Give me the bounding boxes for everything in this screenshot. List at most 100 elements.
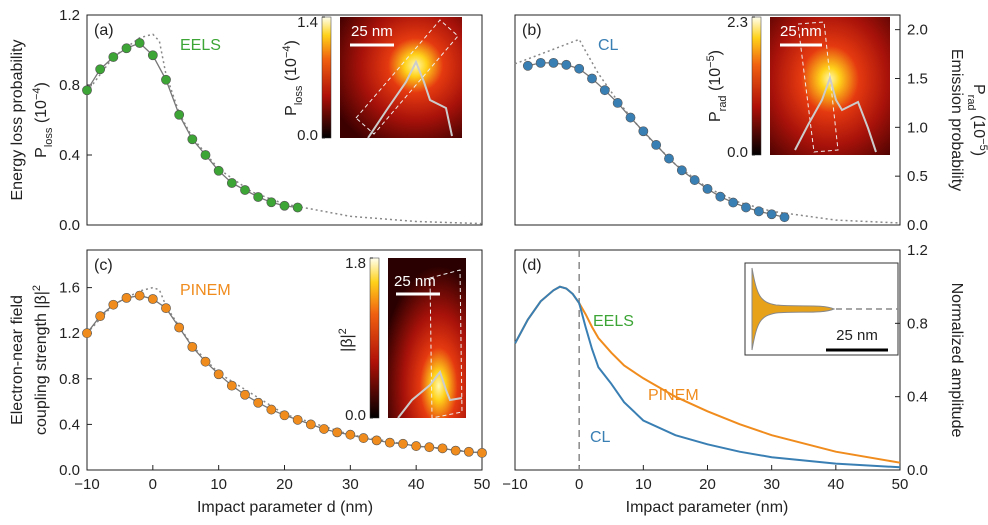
label-part: coupling strength |β| — [33, 291, 50, 435]
y-axis-label: coupling strength |β|2 — [31, 285, 50, 435]
x-tick-label: −10 — [502, 476, 527, 493]
data-point — [266, 197, 277, 208]
label-part: Normalized amplitude — [948, 283, 965, 438]
label-part: ) — [283, 40, 300, 45]
y-tick-label: 1.2 — [907, 242, 928, 259]
label-part: rad — [965, 95, 977, 111]
y-tick-label: 0.8 — [59, 77, 80, 94]
y-axis-label: Emission probability — [948, 49, 965, 191]
inset-map: 25 nm Prad (10−5) — [705, 16, 890, 156]
data-point — [240, 389, 250, 400]
label-part: (10 — [33, 100, 50, 128]
annotation: EELS — [593, 313, 634, 330]
panel-label: (d) — [522, 257, 542, 274]
label-part: (10 — [283, 58, 300, 86]
label-part: P — [283, 105, 300, 116]
series-label: PINEM — [180, 282, 231, 299]
data-point — [305, 419, 316, 430]
label-part: (10 — [970, 111, 987, 139]
data-point — [574, 63, 585, 74]
x-tick-label: 10 — [635, 476, 652, 493]
y-tick-label: 0.8 — [59, 371, 80, 388]
data-point — [82, 85, 92, 96]
colorbar-tick-label: 0.0 — [297, 127, 318, 144]
colorbar-label: Ploss (10−4) — [281, 40, 305, 116]
panel: 0.0 0.4 0.8 1.2 −10 0 10 20 30 40 50 PINEM CL EELS (d) — [502, 242, 928, 493]
data-point — [147, 294, 158, 304]
data-point — [266, 404, 277, 415]
data-point — [292, 414, 303, 425]
y-axis-label: Ploss (10−4) — [31, 82, 55, 158]
data-point — [477, 448, 487, 458]
data-point — [213, 369, 224, 380]
data-point — [411, 441, 422, 451]
data-point — [561, 59, 572, 70]
y-tick-label: 1.2 — [59, 325, 80, 342]
label-part: |β| — [339, 334, 356, 352]
y-tick-label: 1.6 — [59, 280, 80, 297]
data-point — [187, 134, 198, 145]
x-tick-label: 0 — [575, 476, 583, 493]
data-point — [548, 57, 559, 68]
inset-map: 25 nm Ploss (10−4) — [281, 16, 462, 139]
data-point — [121, 43, 132, 54]
label-part: 2 — [337, 328, 349, 334]
label-part: ) — [707, 50, 724, 55]
y-tick-label: 0.4 — [907, 389, 928, 406]
y-tick-label: 1.2 — [59, 7, 80, 24]
fit-line — [86, 42, 298, 209]
data-point — [253, 397, 264, 408]
label-part: rad — [717, 95, 729, 111]
panel-label: (c) — [94, 257, 113, 274]
label-part: ) — [33, 82, 50, 87]
data-point — [625, 112, 636, 123]
label-part: P — [33, 147, 50, 158]
series-label: CL — [590, 429, 611, 446]
label-part: −5 — [705, 55, 717, 68]
data-point — [279, 410, 290, 421]
label-part: P — [970, 84, 987, 95]
data-point — [161, 74, 171, 85]
y-tick-label: 0.0 — [59, 462, 80, 479]
y-tick-label: 1.0 — [907, 119, 928, 136]
y-tick-label: 0.4 — [59, 416, 80, 433]
data-point — [174, 322, 185, 333]
colorbar-label: |β|2 — [337, 328, 356, 352]
data-point — [134, 290, 145, 301]
label-part: −5 — [977, 138, 988, 151]
data-point — [741, 202, 751, 213]
panel-label: (b) — [522, 22, 542, 39]
inset-map: 25 nm |β|2 — [337, 257, 466, 419]
series-label: PINEM — [648, 387, 699, 404]
data-point — [702, 183, 713, 194]
label-part: loss — [293, 85, 305, 105]
data-point — [522, 60, 533, 71]
data-point — [95, 64, 106, 75]
data-point — [240, 185, 250, 195]
scale-label: 25 nm — [780, 23, 822, 40]
data-point — [108, 52, 119, 62]
colorbar-tick-label: 0.0 — [345, 407, 366, 424]
label-part: Energy loss probability — [9, 40, 26, 201]
data-point — [147, 50, 158, 61]
data-point — [437, 443, 448, 454]
plot-frame — [86, 14, 483, 226]
x-tick-label: 30 — [763, 476, 780, 493]
y-axis-label: Normalized amplitude — [948, 283, 965, 438]
y-tick-label: 0.0 — [907, 462, 928, 479]
panel: 0.0 0.4 0.8 1.2 EELS (a) 0.0 1.4 — [59, 7, 483, 234]
colorbar-label: Prad (10−5) — [705, 50, 729, 122]
colorbar-tick-label: 0.0 — [727, 144, 748, 161]
y-tick-label: 0.4 — [59, 147, 80, 164]
data-point — [200, 150, 211, 160]
x-tick-label: 50 — [474, 476, 491, 493]
data-point — [226, 178, 237, 188]
data-point — [664, 153, 674, 164]
y-tick-label: 0.0 — [907, 217, 928, 234]
data-point — [108, 299, 119, 310]
label-part: P — [707, 111, 724, 122]
scale-label: 25 nm — [394, 273, 436, 290]
x-tick-label: 50 — [892, 476, 909, 493]
data-point — [319, 424, 329, 434]
